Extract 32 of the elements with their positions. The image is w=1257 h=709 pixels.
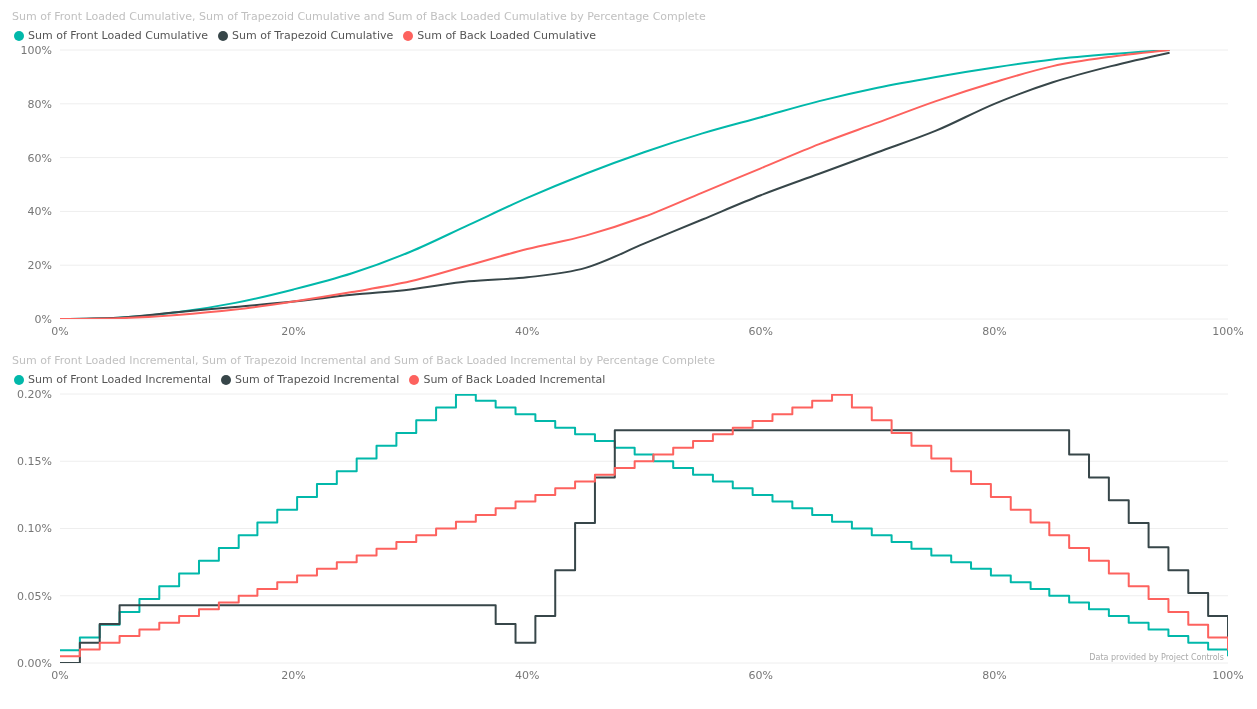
- y-tick-label: 40%: [27, 205, 52, 219]
- x-tick-label: 60%: [748, 324, 774, 338]
- x-tick-label: 100%: [1212, 668, 1244, 682]
- x-tick-label: 60%: [748, 668, 774, 682]
- y-tick-label: 0.00%: [17, 656, 52, 670]
- annotation: Data provided by Project Controls: [1089, 653, 1224, 662]
- legend-label: Sum of Front Loaded Incremental: [28, 373, 212, 386]
- y-tick-label: 80%: [27, 97, 52, 111]
- legend-label: Sum of Front Loaded Cumulative: [28, 29, 209, 42]
- legend-label: Sum of Back Loaded Incremental: [423, 373, 606, 386]
- y-tick-label: 100%: [20, 43, 52, 57]
- x-tick-label: 40%: [514, 324, 540, 338]
- y-tick-label: 0.10%: [17, 522, 52, 536]
- chart-title: Sum of Front Loaded Incremental, Sum of Trapezoid Incremental and Sum of Back Loaded Incremental by Percentage Complete: [11, 353, 716, 369]
- y-tick-label: 0.05%: [17, 589, 52, 603]
- x-tick-label: 20%: [281, 324, 306, 338]
- chart-title: Sum of Front Loaded Cumulative, Sum of Trapezoid Cumulative and Sum of Back Loaded Cumulative by Percentage Complete: [11, 9, 707, 25]
- y-tick-label: 0%: [34, 312, 52, 326]
- x-tick-label: 80%: [982, 324, 1007, 338]
- y-tick-label: 20%: [27, 259, 52, 273]
- legend-label: Sum of Trapezoid Cumulative: [232, 29, 394, 42]
- x-tick-label: 80%: [982, 668, 1007, 682]
- x-tick-label: 0%: [51, 324, 69, 338]
- x-tick-label: 40%: [514, 668, 540, 682]
- x-tick-label: 0%: [51, 668, 69, 682]
- y-tick-label: 60%: [27, 151, 52, 165]
- legend-label: Sum of Trapezoid Incremental: [235, 373, 400, 386]
- legend-label: Sum of Back Loaded Cumulative: [417, 29, 597, 42]
- x-tick-label: 100%: [1212, 324, 1244, 338]
- y-tick-label: 0.20%: [17, 387, 52, 401]
- x-tick-label: 20%: [281, 668, 306, 682]
- y-tick-label: 0.15%: [17, 455, 52, 469]
